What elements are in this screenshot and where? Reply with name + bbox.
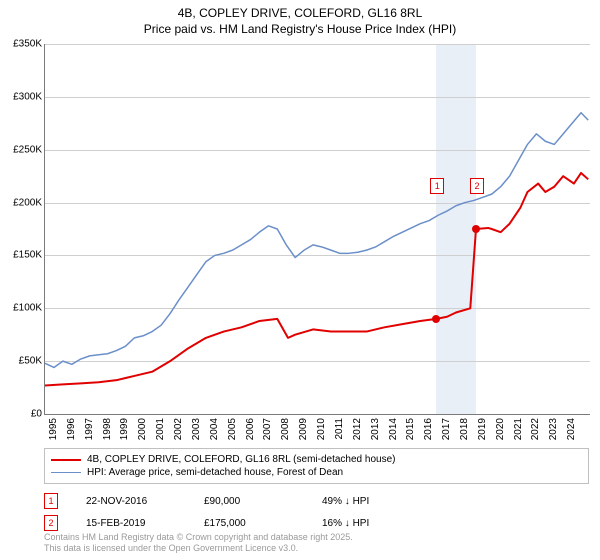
event-row: 2 15-FEB-2019 £175,000 16% ↓ HPI [44,512,412,534]
x-tick-label: 1995 [48,418,59,440]
x-tick-label: 2010 [316,418,327,440]
x-tick-label: 2002 [173,418,184,440]
legend-row: 4B, COPLEY DRIVE, COLEFORD, GL16 8RL (se… [51,453,582,466]
x-tick-label: 2015 [405,418,416,440]
x-tick-label: 2012 [352,418,363,440]
x-tick-label: 2004 [209,418,220,440]
chart-container: 4B, COPLEY DRIVE, COLEFORD, GL16 8RL Pri… [0,0,600,560]
chart-title: 4B, COPLEY DRIVE, COLEFORD, GL16 8RL Pri… [0,0,600,37]
x-tick-label: 2023 [548,418,559,440]
x-tick-label: 2001 [155,418,166,440]
y-tick-label: £250K [0,144,42,155]
x-tick-label: 2019 [477,418,488,440]
x-tick-label: 2018 [459,418,470,440]
event-marker-2: 2 [470,178,484,194]
event-marker-1: 1 [430,178,444,194]
title-line-2: Price paid vs. HM Land Registry's House … [0,22,600,38]
y-tick-label: £50K [0,356,42,367]
price-marker-dot [432,315,440,323]
footer-line-1: Contains HM Land Registry data © Crown c… [44,532,353,543]
x-tick-label: 2005 [227,418,238,440]
x-tick-label: 2024 [566,418,577,440]
event-date: 22-NOV-2016 [86,496,176,507]
x-tick-label: 2011 [334,418,345,440]
event-pct: 49% ↓ HPI [322,496,412,507]
x-tick-label: 2022 [530,418,541,440]
legend-label: 4B, COPLEY DRIVE, COLEFORD, GL16 8RL (se… [87,454,395,465]
x-tick-label: 2007 [262,418,273,440]
legend-row: HPI: Average price, semi-detached house,… [51,466,582,479]
event-price: £90,000 [204,496,294,507]
x-tick-label: 1997 [84,418,95,440]
event-row: 1 22-NOV-2016 £90,000 49% ↓ HPI [44,490,412,512]
x-tick-label: 2020 [495,418,506,440]
x-tick-label: 1996 [66,418,77,440]
title-line-1: 4B, COPLEY DRIVE, COLEFORD, GL16 8RL [0,6,600,22]
legend: 4B, COPLEY DRIVE, COLEFORD, GL16 8RL (se… [44,448,589,484]
event-price: £175,000 [204,518,294,529]
event-pct: 16% ↓ HPI [322,518,412,529]
y-tick-label: £350K [0,39,42,50]
event-index-box: 2 [44,515,58,531]
x-tick-label: 2006 [245,418,256,440]
legend-swatch [51,459,81,461]
series-price_paid [45,173,588,385]
x-tick-label: 2009 [298,418,309,440]
x-tick-label: 2013 [370,418,381,440]
plot-area: 12 [44,44,590,415]
event-index-box: 1 [44,493,58,509]
y-tick-label: £300K [0,91,42,102]
x-tick-label: 1998 [102,418,113,440]
y-tick-label: £150K [0,250,42,261]
x-tick-label: 2016 [423,418,434,440]
x-tick-label: 2021 [513,418,524,440]
footer-line-2: This data is licensed under the Open Gov… [44,543,353,554]
legend-swatch [51,472,81,473]
event-table: 1 22-NOV-2016 £90,000 49% ↓ HPI 2 15-FEB-2019… [44,490,412,534]
x-tick-label: 2014 [388,418,399,440]
price-marker-dot [472,225,480,233]
footer-text: Contains HM Land Registry data © Crown c… [44,532,353,554]
x-tick-label: 2003 [191,418,202,440]
x-tick-label: 2000 [137,418,148,440]
series-svg [45,44,590,414]
y-tick-label: £100K [0,303,42,314]
x-tick-label: 2008 [280,418,291,440]
y-tick-label: £0 [0,409,42,420]
x-tick-label: 2017 [441,418,452,440]
x-tick-label: 1999 [119,418,130,440]
event-date: 15-FEB-2019 [86,518,176,529]
legend-label: HPI: Average price, semi-detached house,… [87,467,343,478]
y-tick-label: £200K [0,197,42,208]
